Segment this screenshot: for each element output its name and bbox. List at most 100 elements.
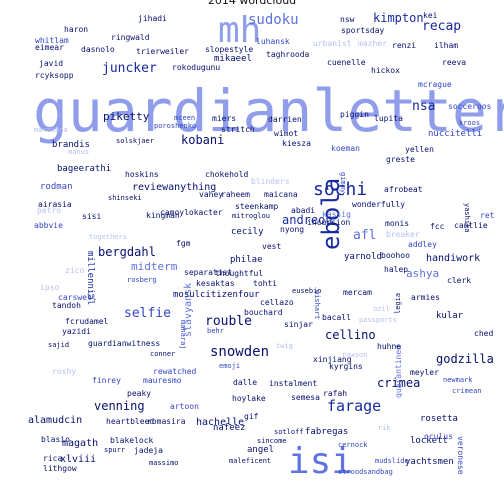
cloud-word-sportsday: sportsday	[341, 26, 385, 35]
cloud-word-trierweiler: trierweiler	[136, 47, 189, 56]
cloud-word-carswell: carswell	[58, 293, 97, 302]
cloud-title: 2014 wordcloud	[207, 0, 297, 7]
cloud-word-rewatched: rewatched	[153, 367, 197, 376]
cloud-word-sajid: sajid	[48, 341, 70, 349]
cloud-word-eimear: eimear	[35, 43, 64, 52]
cloud-word-sinjar: sinjar	[284, 320, 313, 329]
cloud-word-blinders: blinders	[251, 177, 290, 186]
cloud-word-wonderfully: wonderfully	[352, 200, 405, 209]
cloud-word-airasia: airasia	[38, 200, 72, 209]
cloud-word-finrey: finrey	[92, 376, 121, 385]
cloud-word-shinseki: shinseki	[108, 194, 142, 202]
cloud-word-kiesza: kiesza	[282, 139, 311, 148]
cloud-word-dalle: dalle	[233, 378, 258, 387]
cloud-word-mceen: mceen	[174, 114, 196, 122]
cloud-word-chokehold: chokehold	[205, 170, 249, 179]
cloud-word-guardianwitness: guardianwitness	[88, 339, 161, 348]
cloud-word-legia: legia	[394, 292, 402, 314]
cloud-word-steenkamp: steenkamp	[235, 202, 279, 211]
cloud-word-cellazo: cellazo	[260, 298, 294, 307]
cloud-word-nuccitelli: nuccitelli	[428, 129, 483, 139]
cloud-word-nsa: nsa	[412, 99, 436, 114]
cloud-word-andreou: andreou	[282, 213, 333, 227]
cloud-word-juncker: juncker	[102, 61, 157, 76]
cloud-word-lockett: lockett	[410, 436, 448, 446]
cloud-word-fcc: fcc	[430, 222, 445, 231]
cloud-word-ringwald: ringwald	[111, 33, 150, 42]
cloud-word-rouble: rouble	[205, 314, 252, 329]
cloud-word-heartbleed: heartbleed	[106, 417, 155, 426]
cloud-word-nafeez: nafeez	[213, 423, 246, 433]
cloud-word-tohti: tohti	[253, 279, 278, 288]
cloud-word-ilham: ilham	[434, 41, 459, 50]
cloud-word-brandis: brandis	[52, 140, 90, 150]
cloud-word-solskjaer: solskjaer	[116, 137, 154, 145]
cloud-word-xlviii: xlviii	[60, 454, 97, 465]
cloud-word-javid: javid	[39, 59, 64, 68]
cloud-word-cantlie: cantlie	[454, 221, 488, 230]
cloud-word-snowden: snowden	[210, 344, 270, 360]
cloud-word-magath: magath	[62, 438, 99, 449]
cloud-word-alamudcin: alamudcin	[28, 415, 83, 426]
cloud-word-nsw: nsw	[340, 15, 355, 24]
cloud-word-guardianletter: guardianletter	[33, 77, 504, 145]
cloud-word-sincome: sincome	[257, 437, 287, 445]
cloud-word-armies: armies	[411, 293, 440, 302]
cloud-word-godzilla: godzilla	[436, 352, 494, 366]
cloud-word-mazher: mazher	[358, 39, 387, 48]
cloud-word-stroodsandbag: stroodsandbag	[338, 468, 393, 476]
cloud-word-crimean: crimean	[452, 387, 482, 395]
cloud-word-bacall: bacall	[322, 313, 351, 322]
cloud-word-piketty: piketty	[103, 110, 150, 123]
cloud-word-maracana: maracana	[34, 126, 68, 134]
cloud-word-afl: afl	[353, 228, 377, 243]
cloud-word-thoughtful: thoughtful	[215, 269, 264, 278]
cloud-word-selfie: selfie	[124, 306, 171, 321]
cloud-word-xinjiang: xinjiang	[313, 355, 352, 364]
cloud-word-veronese: veronese	[456, 436, 465, 475]
cloud-word-togethers: togethers	[89, 233, 127, 241]
cloud-word-reeva: reeva	[442, 58, 467, 67]
cloud-word-yachtsmen: yachtsmen	[405, 457, 454, 467]
cloud-word-eusebio: eusebio	[292, 287, 322, 295]
cloud-word-ozil: ozil	[373, 305, 390, 313]
cloud-word-philae: philae	[230, 255, 263, 265]
cloud-word-yarnold: yarnold	[344, 252, 382, 262]
cloud-word-yazidi: yazidi	[62, 327, 91, 336]
cloud-word-darrien: darrien	[268, 115, 302, 124]
cloud-word-oculus: oculus	[424, 432, 453, 441]
cloud-word-monis: monis	[385, 219, 410, 228]
cloud-word-kassig: kassig	[322, 210, 351, 219]
cloud-word-bergdahl: bergdahl	[98, 245, 156, 259]
cloud-word-separatist: separatist	[184, 268, 233, 277]
cloud-word-sudoku: sudoku	[248, 12, 299, 28]
cloud-word-rosberg: rosberg	[127, 276, 157, 284]
cloud-word-abbvie: abbvie	[34, 221, 63, 230]
cloud-word-quarantined: quarantined	[394, 345, 403, 398]
cloud-word-twig: twig	[276, 342, 293, 350]
cloud-word-ashya: ashya	[406, 267, 440, 280]
cloud-word-mikaeel: mikaeel	[214, 54, 252, 64]
cloud-word-reviewanything: reviewanything	[132, 182, 217, 193]
cloud-word-kyrgins: kyrgins	[329, 362, 363, 371]
cloud-word-cecily: cecily	[231, 227, 264, 237]
cloud-word-hickox: hickox	[371, 66, 400, 75]
cloud-word-wimot: wimot	[274, 129, 299, 138]
cloud-word-passports: passports	[359, 316, 397, 324]
cloud-word-sisi: sisi	[82, 212, 102, 221]
cloud-word-mitroglou: mitroglou	[232, 212, 270, 220]
cloud-word-jihadi: jihadi	[138, 14, 167, 23]
cloud-word-stritch: stritch	[221, 125, 255, 134]
cloud-word-behr: behr	[207, 327, 224, 335]
cloud-word-dasnolo: dasnolo	[81, 45, 115, 54]
cloud-word-halep: halep	[384, 265, 409, 274]
cloud-word-semesa: semesa	[291, 393, 320, 402]
cloud-word-lithgow: lithgow	[43, 464, 77, 473]
cloud-word-yellen: yellen	[405, 145, 434, 154]
cloud-word-mercam: mercam	[343, 288, 372, 297]
cloud-word-rcyksopp: rcyksopp	[35, 71, 74, 80]
cloud-word-recap: recap	[422, 19, 462, 34]
cloud-word-massimo: massimo	[149, 459, 179, 467]
cloud-word-ipso: ipso	[40, 283, 60, 292]
cloud-word-luhansk: luhansk	[256, 37, 290, 46]
